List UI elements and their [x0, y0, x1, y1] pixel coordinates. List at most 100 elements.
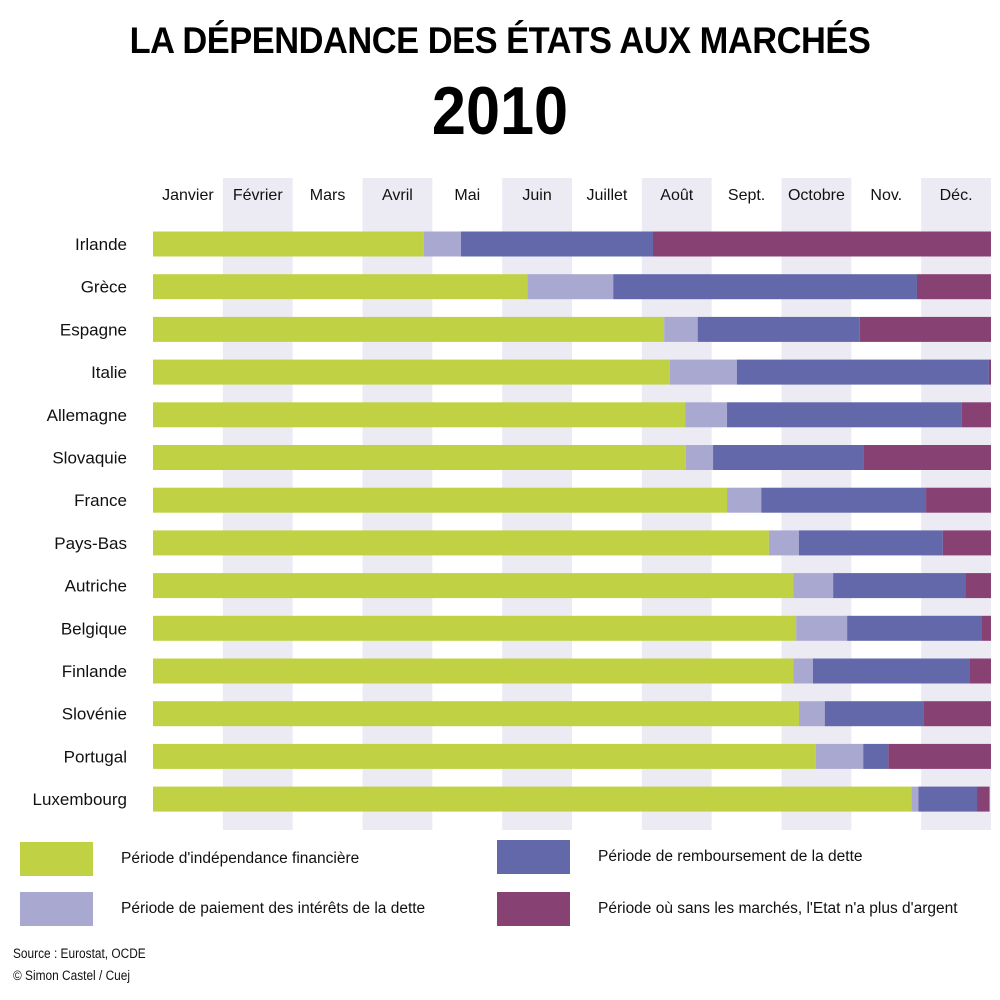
- bar-segment-interest: [727, 487, 762, 513]
- bar-segment-interest: [664, 316, 698, 342]
- bar-segment-interest: [527, 274, 614, 300]
- legend-item-interest: Période de paiement des intérêts de la d…: [20, 892, 425, 926]
- bar-segment-independence: [153, 445, 686, 470]
- legend-swatch-no-money: [497, 892, 570, 926]
- bar-segment-interest: [669, 359, 737, 385]
- bar-segment-repayment: [613, 274, 917, 300]
- month-tick-label: Nov.: [870, 187, 902, 204]
- bar-segment-repayment: [727, 402, 962, 428]
- bar-segment-no-money: [969, 658, 991, 684]
- bar-segment-independence: [153, 530, 769, 556]
- month-tick-label: Février: [233, 187, 283, 204]
- bar-segment-no-money: [977, 786, 990, 812]
- bar-segment-independence: [153, 274, 528, 300]
- bar-segment-no-money: [653, 231, 991, 257]
- bar-segment-no-money: [988, 359, 991, 385]
- bar-segment-repayment: [847, 615, 982, 641]
- bar-segment-independence: [153, 573, 794, 599]
- bar-segment-independence: [153, 487, 728, 513]
- legend-swatch-independence: [20, 842, 93, 876]
- bar-segment-repayment: [713, 445, 864, 470]
- bar-segment-independence: [153, 615, 797, 641]
- month-labels: Janvier Février Mars Avril Mai Juin Juillet Aoû…: [162, 187, 972, 204]
- month-tick-label: Mai: [454, 187, 480, 204]
- bar-segment-independence: [153, 743, 816, 769]
- country-label: Slovaquie: [52, 449, 127, 468]
- country-label: Espagne: [60, 320, 127, 339]
- country-label: Slovénie: [62, 705, 127, 724]
- bar-segment-no-money: [926, 487, 991, 513]
- month-tick-label: Déc.: [940, 187, 973, 204]
- country-label: Luxembourg: [32, 790, 127, 809]
- bar-segment-no-money: [859, 316, 991, 342]
- country-label: Belgique: [61, 619, 127, 638]
- bar-segment-no-money: [863, 445, 991, 470]
- bar-segment-no-money: [965, 573, 991, 599]
- legend-swatch-interest: [20, 892, 93, 926]
- bar-segment-no-money: [888, 743, 991, 769]
- bar-segment-interest: [793, 658, 813, 684]
- bar-segment-no-money: [942, 530, 991, 556]
- month-tick-label: Janvier: [162, 187, 214, 204]
- bar-segment-interest: [423, 231, 461, 257]
- bar-segment-interest: [685, 445, 714, 470]
- bar-segment-repayment: [918, 786, 978, 812]
- bar-segment-repayment: [812, 658, 970, 684]
- country-label: Pays-Bas: [54, 534, 127, 553]
- chart-subtitle-year: 2010: [431, 73, 569, 149]
- bar-segment-interest: [793, 573, 834, 599]
- bar-segment-interest: [798, 701, 825, 727]
- legend-swatch-repayment: [497, 840, 570, 874]
- bar-segment-repayment: [460, 231, 654, 257]
- month-tick-label: Avril: [382, 187, 413, 204]
- month-tick-label: Mars: [310, 187, 346, 204]
- month-tick-label: Octobre: [788, 187, 845, 204]
- country-label: Allemagne: [47, 406, 127, 425]
- month-tick-label: Juillet: [586, 187, 627, 204]
- bar-segment-repayment: [833, 573, 966, 599]
- bar-segment-no-money: [916, 274, 991, 300]
- bar-segment-independence: [153, 786, 912, 812]
- legend-label-no-money: Période où sans les marchés, l'Etat n'a …: [598, 900, 958, 917]
- legend-label-repayment: Période de remboursement de la dette: [598, 848, 863, 865]
- bar-segment-independence: [153, 402, 686, 428]
- month-tick-label: Sept.: [728, 187, 765, 204]
- legend-label-independence: Période d'indépendance financière: [121, 850, 360, 867]
- legend-item-independence: Période d'indépendance financière: [20, 842, 359, 876]
- chart-title: LA DÉPENDANCE DES ÉTATS AUX MARCHÉS: [129, 20, 871, 61]
- legend-item-repayment: Période de remboursement de la dette: [497, 840, 863, 874]
- country-label: France: [74, 491, 127, 510]
- month-tick-label: Août: [660, 187, 693, 204]
- country-labels: Irlande Grèce Espagne Italie Allemagne Slovaq…: [32, 235, 127, 809]
- bar-segment-no-money: [923, 701, 991, 727]
- country-label: Grèce: [81, 278, 127, 297]
- country-label: Autriche: [65, 577, 127, 596]
- bar-segment-interest: [796, 615, 848, 641]
- bar-segment-independence: [153, 316, 665, 342]
- bars: [153, 231, 991, 812]
- bar-segment-no-money: [961, 402, 991, 428]
- bar-segment-interest: [911, 786, 919, 812]
- bar-segment-interest: [685, 402, 728, 428]
- bar-segment-repayment: [736, 359, 989, 385]
- source-note: Source : Eurostat, OCDE: [13, 946, 146, 961]
- credit-note: © Simon Castel / Cuej: [13, 968, 131, 983]
- country-label: Portugal: [64, 747, 127, 766]
- month-tick-label: Juin: [522, 187, 551, 204]
- bar-segment-repayment: [824, 701, 924, 727]
- country-label: Finlande: [62, 662, 127, 681]
- bar-segment-repayment: [863, 743, 889, 769]
- legend-item-no-money: Période où sans les marchés, l'Etat n'a …: [497, 892, 958, 926]
- legend-label-interest: Période de paiement des intérêts de la d…: [121, 900, 426, 917]
- bar-segment-repayment: [761, 487, 927, 513]
- bar-segment-repayment: [697, 316, 860, 342]
- bar-segment-repayment: [798, 530, 943, 556]
- bar-segment-independence: [153, 359, 670, 385]
- bar-segment-interest: [815, 743, 864, 769]
- bar-segment-interest: [768, 530, 799, 556]
- bar-segment-independence: [153, 701, 799, 727]
- bar-segment-independence: [153, 658, 794, 684]
- country-label: Italie: [91, 363, 127, 382]
- bar-segment-no-money: [981, 615, 991, 641]
